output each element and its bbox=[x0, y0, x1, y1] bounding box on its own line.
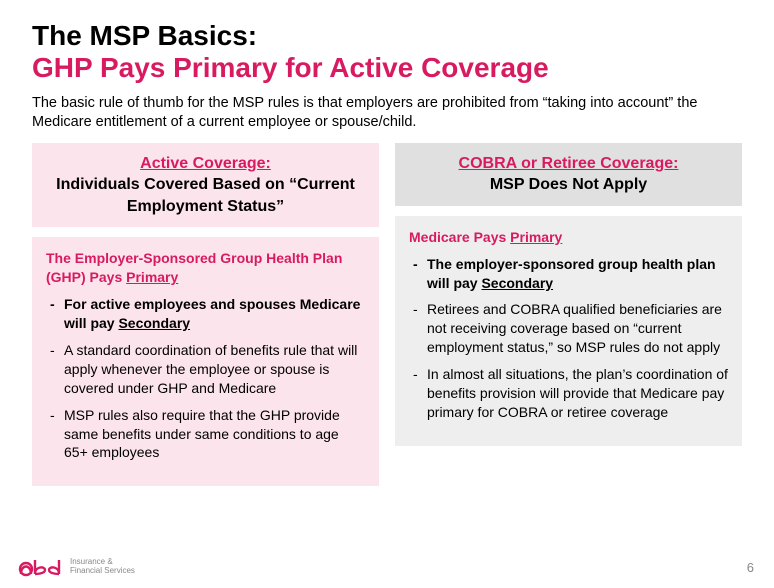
abd-logo-icon bbox=[18, 556, 64, 578]
list-item: For active employees and spouses Medicar… bbox=[46, 295, 365, 333]
right-header: COBRA or Retiree Coverage: MSP Does Not … bbox=[395, 143, 742, 206]
title-line2: GHP Pays Primary for Active Coverage bbox=[32, 52, 742, 84]
left-body-title: The Employer-Sponsored Group Health Plan… bbox=[46, 249, 365, 287]
list-item: The employer-sponsored group health plan… bbox=[409, 255, 728, 293]
title-line1: The MSP Basics: bbox=[32, 20, 742, 52]
left-header-title: Active Coverage: bbox=[46, 153, 365, 175]
list-item: Retirees and COBRA qualified beneficiari… bbox=[409, 300, 728, 357]
logo-text: Insurance & Financial Services bbox=[70, 558, 135, 576]
list-item: MSP rules also require that the GHP prov… bbox=[46, 406, 365, 463]
right-header-title: COBRA or Retiree Coverage: bbox=[409, 153, 728, 175]
right-list: The employer-sponsored group health plan… bbox=[409, 255, 728, 422]
right-column: COBRA or Retiree Coverage: MSP Does Not … bbox=[395, 143, 742, 487]
logo: Insurance & Financial Services bbox=[18, 556, 135, 578]
list-item: A standard coordination of benefits rule… bbox=[46, 341, 365, 398]
right-body: Medicare Pays Primary The employer-spons… bbox=[395, 216, 742, 446]
columns: Active Coverage: Individuals Covered Bas… bbox=[32, 143, 742, 487]
footer: Insurance & Financial Services 6 bbox=[18, 556, 754, 578]
left-body: The Employer-Sponsored Group Health Plan… bbox=[32, 237, 379, 486]
page-number: 6 bbox=[747, 560, 754, 575]
left-column: Active Coverage: Individuals Covered Bas… bbox=[32, 143, 379, 487]
left-header: Active Coverage: Individuals Covered Bas… bbox=[32, 143, 379, 228]
right-body-title: Medicare Pays Primary bbox=[409, 228, 728, 247]
left-header-sub: Individuals Covered Based on “Current Em… bbox=[46, 174, 365, 217]
left-list: For active employees and spouses Medicar… bbox=[46, 295, 365, 462]
list-item: In almost all situations, the plan’s coo… bbox=[409, 365, 728, 422]
right-header-sub: MSP Does Not Apply bbox=[409, 174, 728, 196]
intro-text: The basic rule of thumb for the MSP rule… bbox=[32, 94, 742, 130]
